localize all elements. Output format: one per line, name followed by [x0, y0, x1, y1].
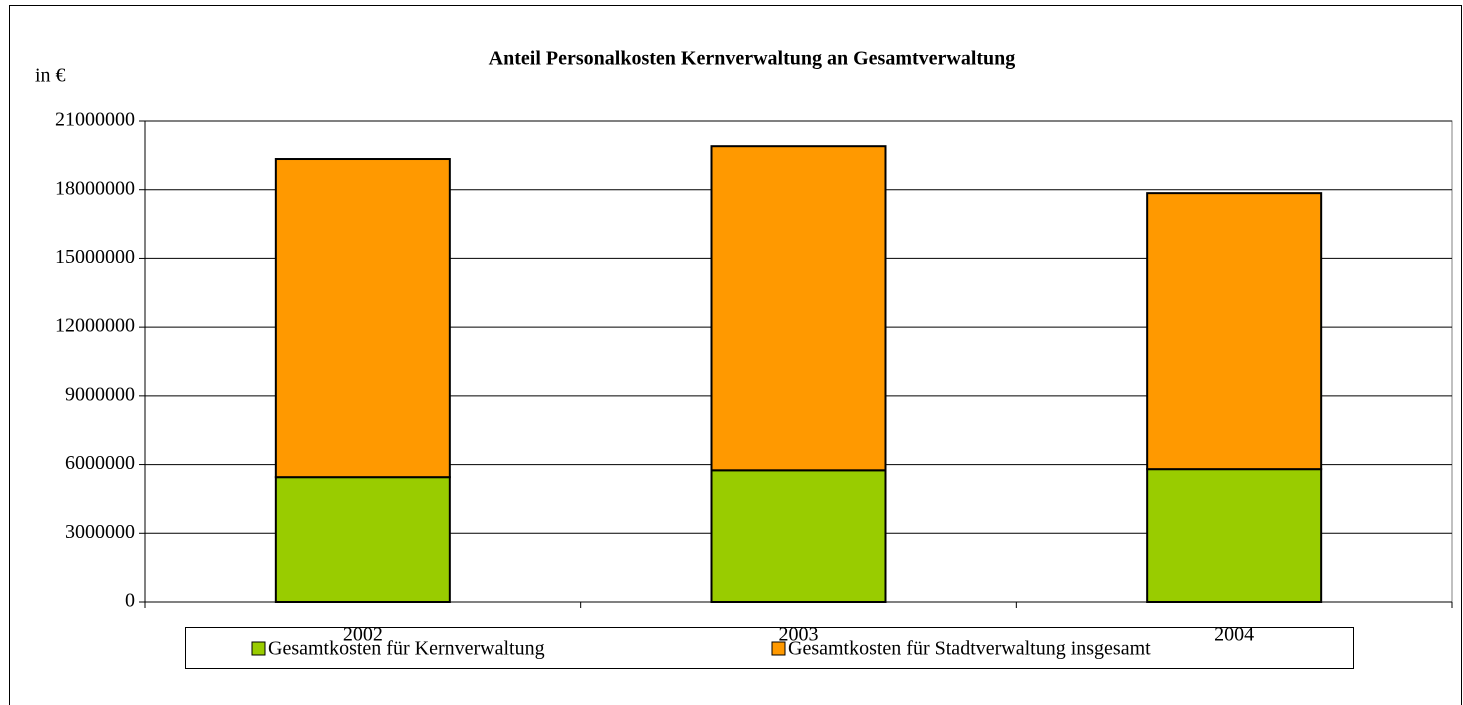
y-tick-label: 15000000: [55, 246, 135, 268]
bar-segment: [1146, 192, 1323, 471]
bar-segment: [1146, 468, 1323, 603]
y-tick-label: 12000000: [55, 315, 135, 337]
y-tick-label: 0: [125, 590, 135, 612]
y-tick-label: 9000000: [65, 383, 135, 405]
bar-segment: [710, 469, 887, 603]
x-tick-label: 2003: [779, 624, 819, 646]
bar-segment: [274, 158, 451, 479]
y-tick-label: 6000000: [65, 452, 135, 474]
y-axis-label: in €: [35, 65, 66, 87]
bar-segment: [710, 145, 887, 472]
x-tick-label: 2002: [343, 624, 383, 646]
y-tick-label: 18000000: [55, 177, 135, 199]
y-tick-label: 21000000: [55, 109, 135, 131]
y-tick-label: 3000000: [65, 521, 135, 543]
legend-swatch: [251, 641, 266, 656]
bar-segment: [274, 476, 451, 603]
chart-title: Anteil Personalkosten Kernverwaltung an …: [489, 48, 1016, 70]
chart-frame: [9, 5, 1462, 705]
legend-label: Gesamtkosten für Kernverwaltung: [268, 638, 545, 660]
legend-label: Gesamtkosten für Stadtverwaltung insgesa…: [788, 638, 1151, 660]
legend-swatch: [771, 641, 786, 656]
x-tick-label: 2004: [1214, 624, 1254, 646]
legend-box: [185, 627, 1354, 669]
